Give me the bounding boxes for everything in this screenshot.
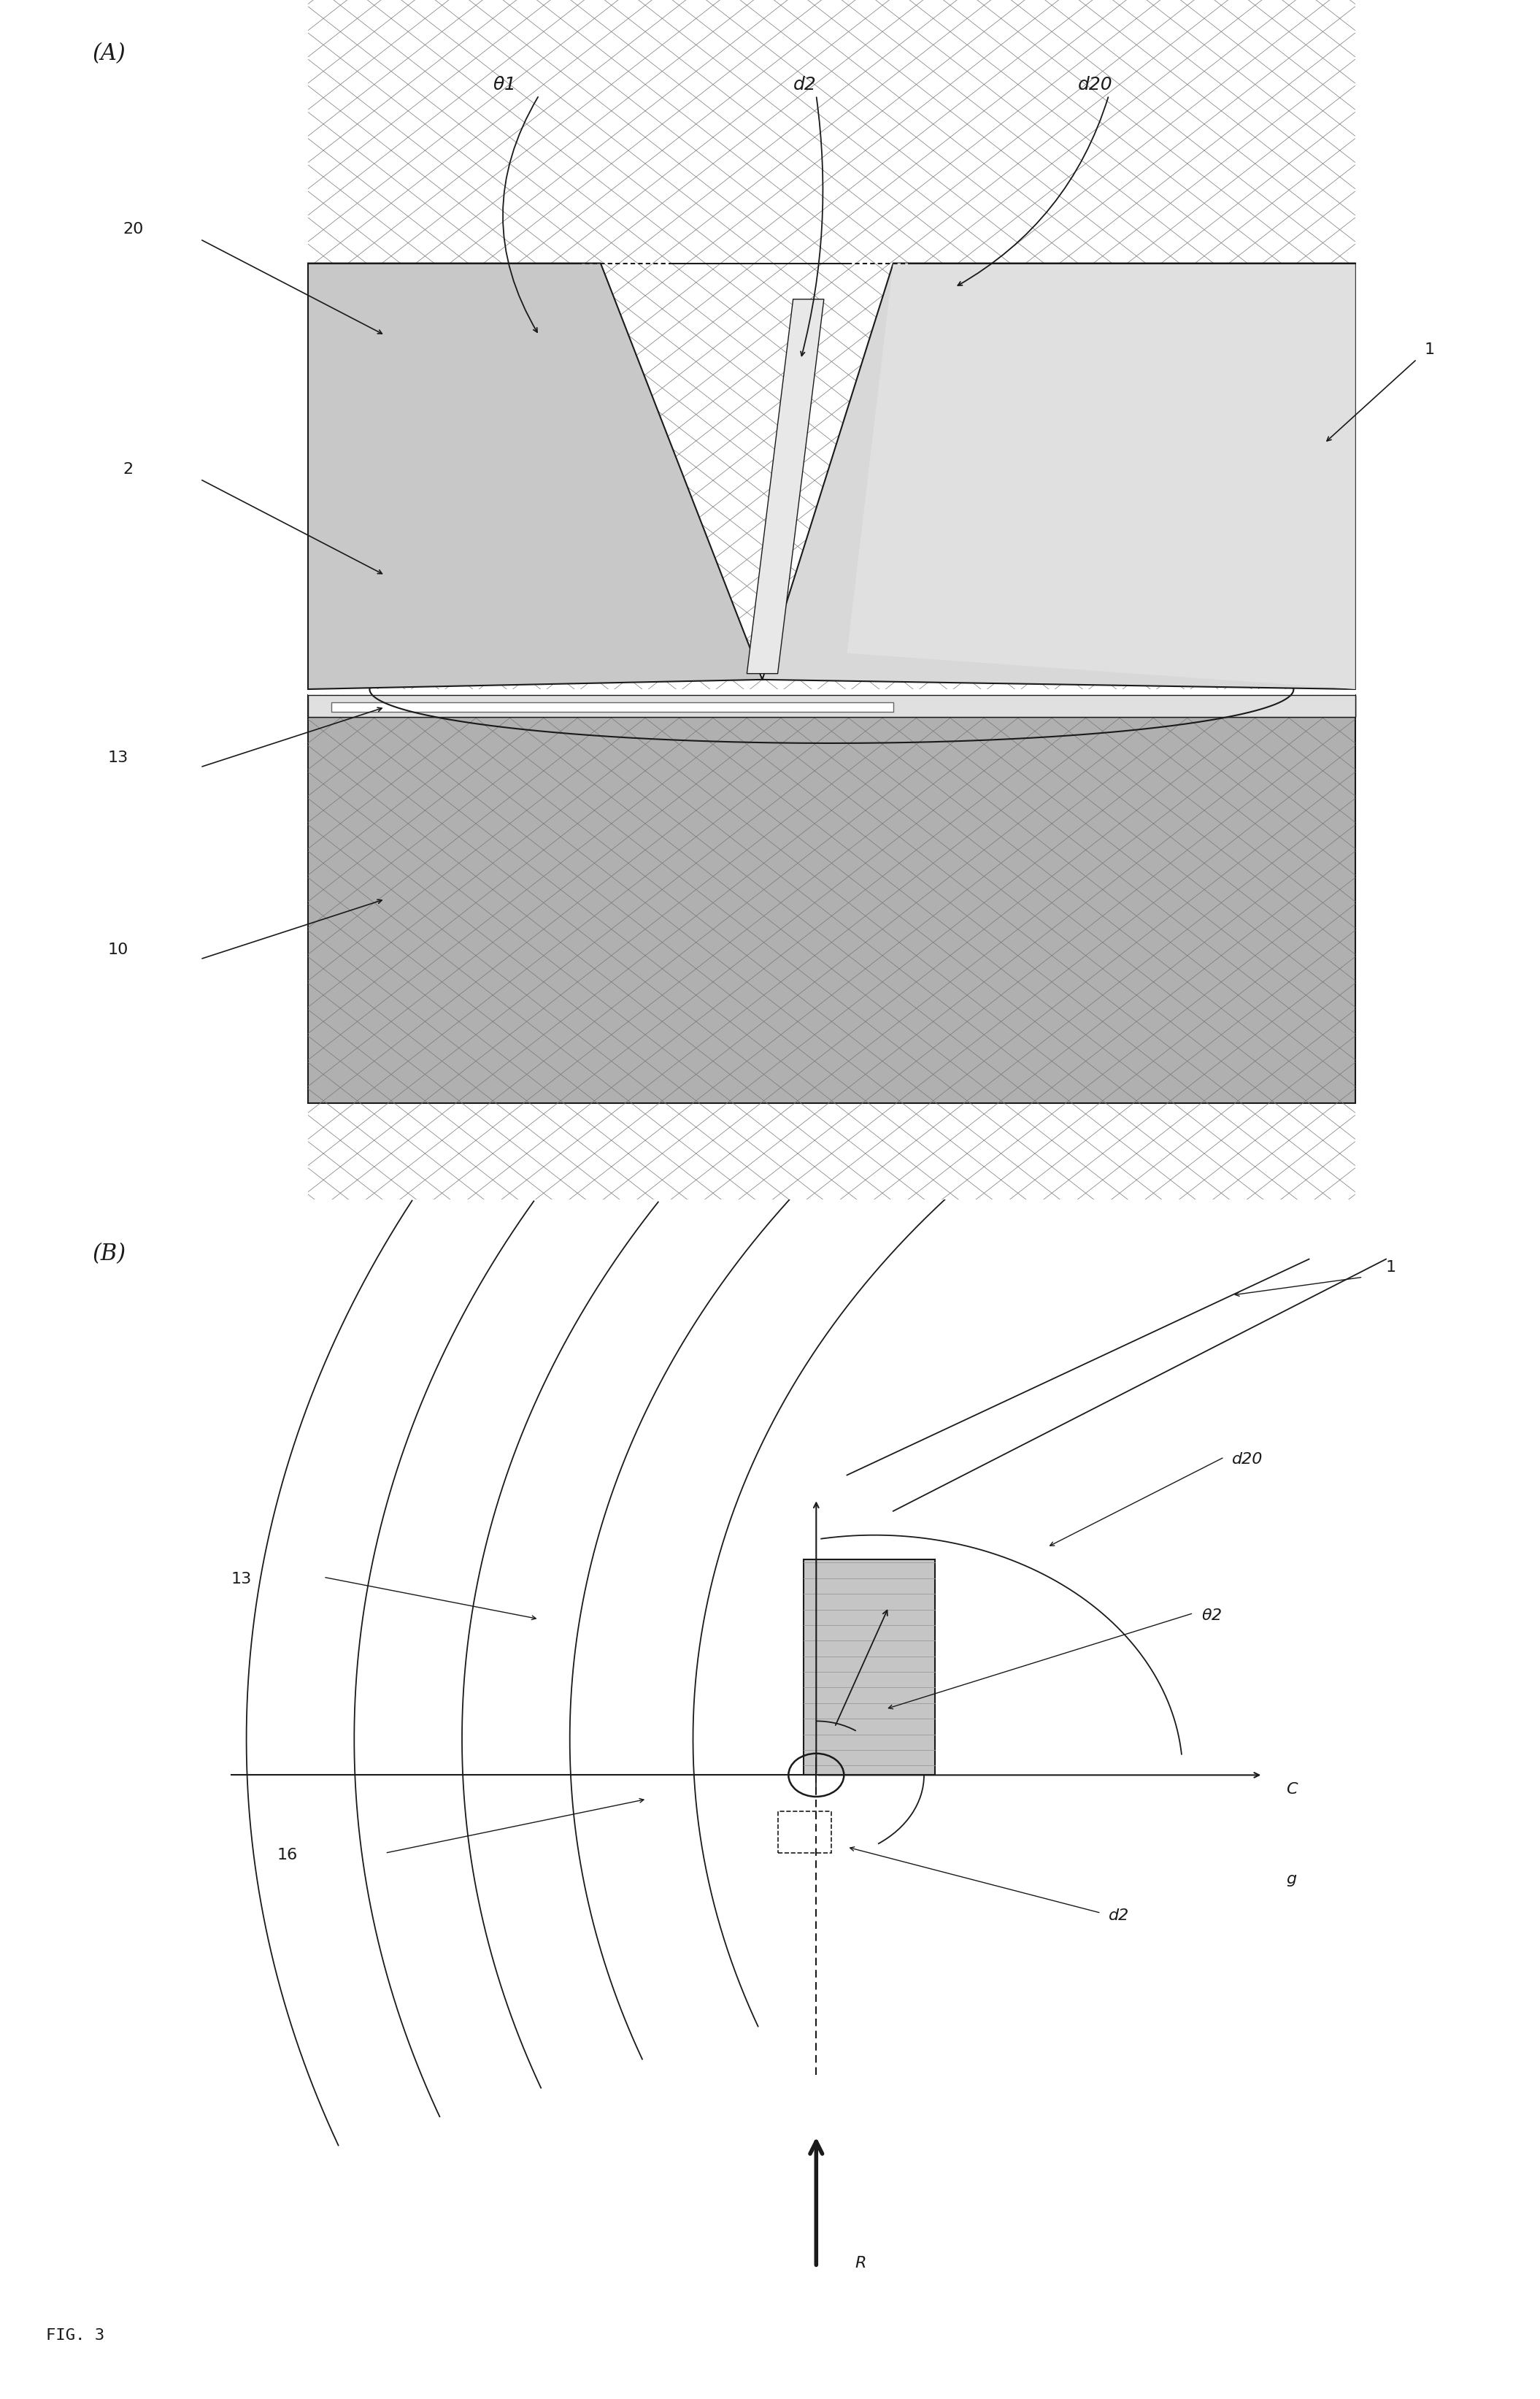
Text: 13: 13 <box>108 751 128 765</box>
Text: R: R <box>855 2255 865 2269</box>
Polygon shape <box>308 696 1355 1104</box>
Text: C: C <box>1286 1782 1297 1797</box>
Polygon shape <box>331 703 893 713</box>
Text: 16: 16 <box>277 1847 297 1862</box>
Text: d20: d20 <box>1078 77 1113 94</box>
Text: FIG. 3: FIG. 3 <box>46 2327 105 2341</box>
Bar <box>778 1811 832 1852</box>
Polygon shape <box>331 703 893 713</box>
Polygon shape <box>308 264 762 691</box>
Text: d20: d20 <box>1232 1451 1263 1466</box>
Bar <box>804 1559 935 1775</box>
Text: 1: 1 <box>1424 343 1435 357</box>
Polygon shape <box>308 691 1355 696</box>
Text: 13: 13 <box>231 1571 251 1586</box>
Text: $\theta$2: $\theta$2 <box>1201 1607 1221 1622</box>
Text: (A): (A) <box>92 43 126 65</box>
Text: d2: d2 <box>793 77 816 94</box>
Text: 10: 10 <box>108 943 128 957</box>
Text: 20: 20 <box>123 223 143 238</box>
Text: $\theta$1: $\theta$1 <box>493 77 514 94</box>
Text: (B): (B) <box>92 1243 126 1264</box>
Polygon shape <box>847 264 1355 691</box>
Text: g: g <box>1286 1871 1297 1886</box>
Text: 1: 1 <box>1386 1259 1397 1274</box>
Polygon shape <box>308 696 1355 717</box>
Polygon shape <box>747 300 824 674</box>
Text: 2: 2 <box>123 463 134 477</box>
Polygon shape <box>762 264 1355 691</box>
Text: d2: d2 <box>1109 1907 1129 1922</box>
Polygon shape <box>308 696 1355 717</box>
